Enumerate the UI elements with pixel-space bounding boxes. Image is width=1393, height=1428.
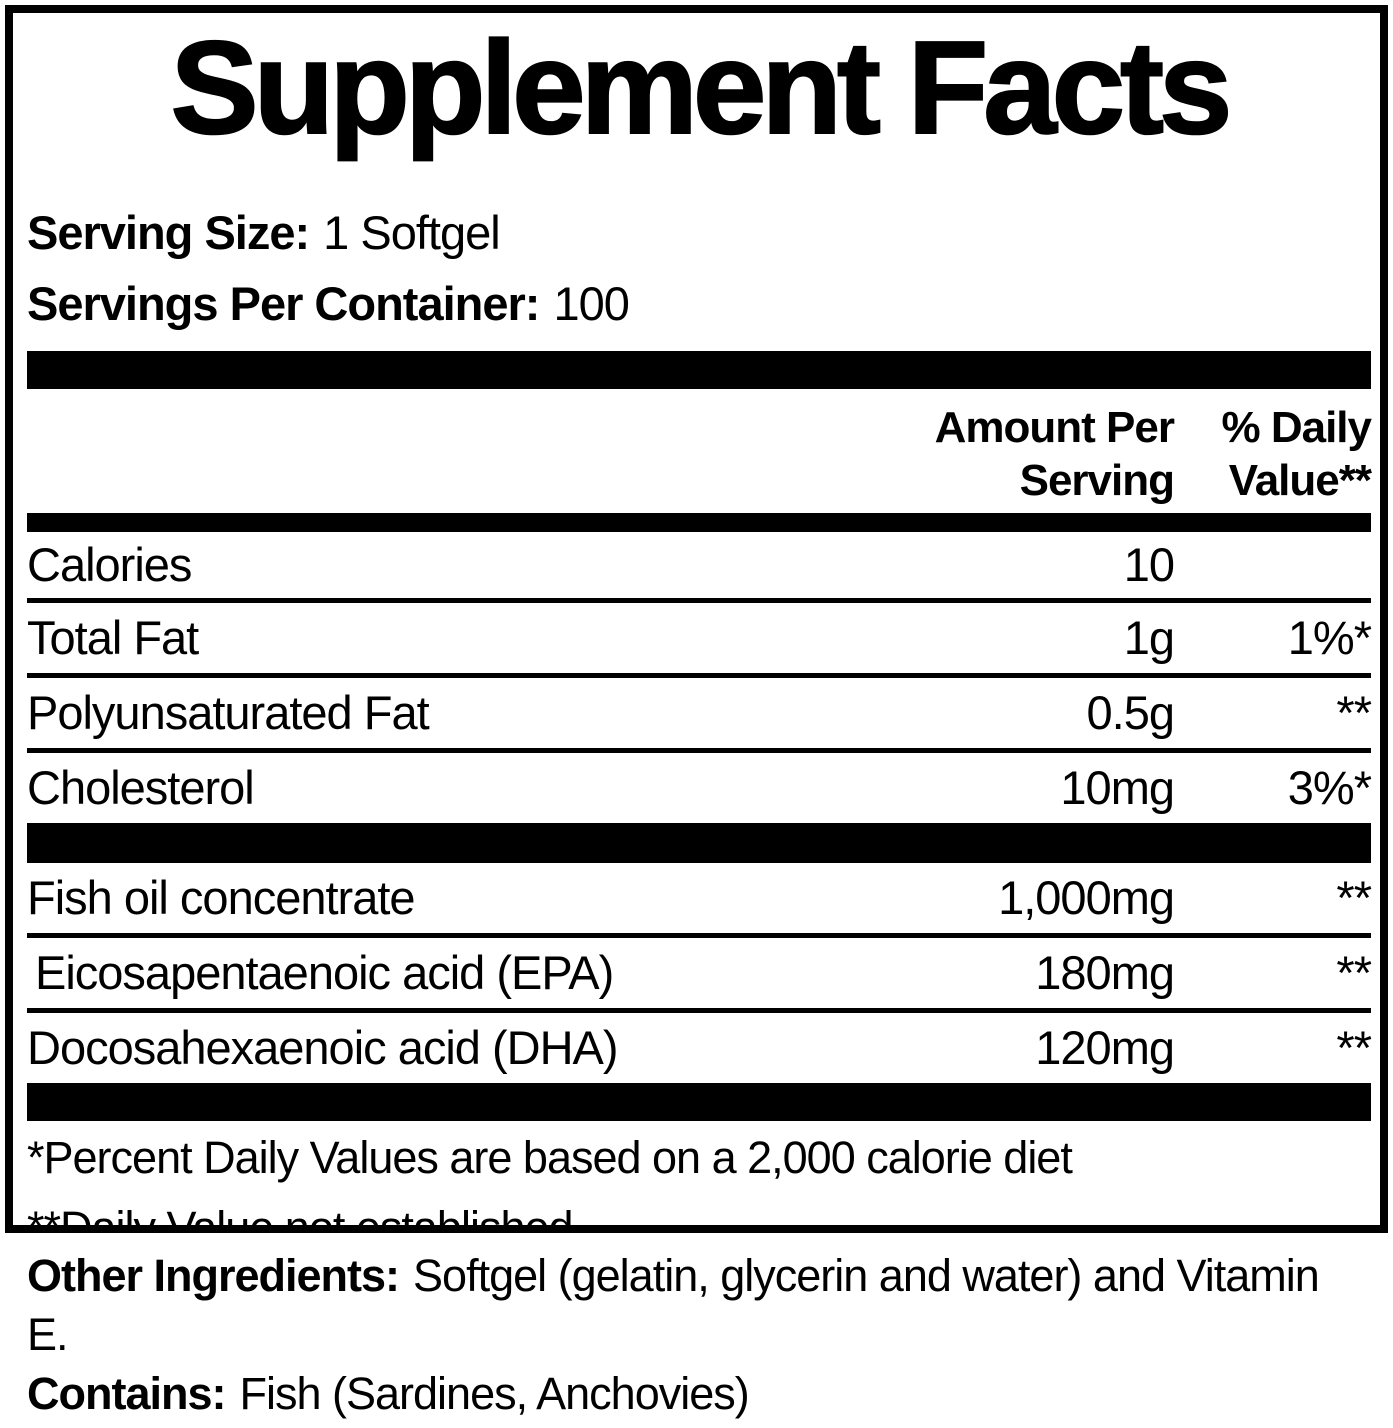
panel-title: Supplement Facts <box>170 14 1234 161</box>
contains-line: Contains: Fish (Sardines, Anchovies) <box>27 1364 1357 1423</box>
divider-bar-header <box>27 513 1371 532</box>
percent-daily-value-header: % Daily Value** <box>1221 403 1372 505</box>
nutrient-label: Calories <box>27 538 192 591</box>
footnote-percent-daily-values: *Percent Daily Values are based on a 2,0… <box>27 1132 1073 1183</box>
serving-size-value: 1 Softgel <box>323 206 501 259</box>
footnote-daily-value-not-established: **Daily Value not established. <box>27 1202 585 1233</box>
row-divider <box>27 748 1371 753</box>
nutrient-row-total-fat: Total Fat 1g 1%* <box>27 603 1372 673</box>
column-header-row: Amount Per Serving % Daily Value** <box>27 401 1372 507</box>
nutrient-row-cholesterol: Cholesterol 10mg 3%* <box>27 753 1372 823</box>
nutrient-row-polyunsaturated-fat: Polyunsaturated Fat 0.5g ** <box>27 678 1372 748</box>
servings-per-container-label: Servings Per Container: <box>27 277 540 330</box>
serving-info: Serving Size: 1 Softgel Servings Per Cont… <box>27 197 1371 339</box>
divider-bar-top <box>27 351 1371 389</box>
nutrient-daily-value: ** <box>1336 946 1372 999</box>
additional-info: Other Ingredients: Softgel (gelatin, glyc… <box>27 1246 1357 1423</box>
nutrient-daily-value: ** <box>1336 1021 1372 1074</box>
nutrient-amount: 0.5g <box>1086 686 1175 739</box>
nutrient-row-dha: Docosahexaenoic acid (DHA) 120mg ** <box>27 1013 1372 1083</box>
nutrient-amount: 180mg <box>1035 946 1175 999</box>
amount-per-serving-header: Amount Per Serving <box>934 403 1175 505</box>
contains-value: Fish (Sardines, Anchovies) <box>239 1368 750 1419</box>
nutrient-label: Total Fat <box>27 611 199 664</box>
nutrient-amount: 120mg <box>1035 1021 1175 1074</box>
serving-size-label: Serving Size: <box>27 206 310 259</box>
nutrient-row-epa: Eicosapentaenoic acid (EPA) 180mg ** <box>27 938 1372 1008</box>
nutrient-daily-value: ** <box>1336 871 1372 924</box>
row-divider <box>27 673 1371 678</box>
other-ingredients-line: Other Ingredients: Softgel (gelatin, glyc… <box>27 1246 1357 1364</box>
servings-per-container-line: Servings Per Container: 100 <box>27 268 1371 339</box>
other-ingredients-value: Softgel (gelatin, glycerin and water) an… <box>27 1250 1320 1360</box>
supplement-facts-panel: Supplement Facts Serving Size: 1 Softgel … <box>5 5 1388 1233</box>
contains-label: Contains: <box>27 1368 226 1419</box>
nutrient-label: Eicosapentaenoic acid (EPA) <box>35 946 614 999</box>
serving-size-line: Serving Size: 1 Softgel <box>27 197 1371 268</box>
nutrient-row-calories: Calories 10 <box>27 532 1371 598</box>
servings-per-container-value: 100 <box>553 277 629 330</box>
nutrient-amount: 10 <box>1123 538 1175 591</box>
other-ingredients-label: Other Ingredients: <box>27 1250 400 1301</box>
nutrient-daily-value: 3%* <box>1287 761 1372 814</box>
nutrient-amount: 1,000mg <box>998 871 1175 924</box>
nutrient-row-fish-oil: Fish oil concentrate 1,000mg ** <box>27 863 1372 933</box>
nutrient-daily-value: 1%* <box>1287 611 1372 664</box>
row-divider <box>27 1008 1371 1013</box>
divider-bar-middle <box>27 823 1371 863</box>
row-divider <box>27 933 1371 938</box>
nutrient-label: Fish oil concentrate <box>27 871 416 924</box>
row-divider <box>27 598 1371 603</box>
divider-bar-bottom <box>27 1083 1371 1121</box>
nutrient-amount: 10mg <box>1060 761 1175 814</box>
nutrient-amount: 1g <box>1123 611 1175 664</box>
nutrient-label: Cholesterol <box>27 761 255 814</box>
nutrient-label: Docosahexaenoic acid (DHA) <box>27 1021 619 1074</box>
nutrient-daily-value: ** <box>1336 686 1372 739</box>
nutrient-label: Polyunsaturated Fat <box>27 686 430 739</box>
